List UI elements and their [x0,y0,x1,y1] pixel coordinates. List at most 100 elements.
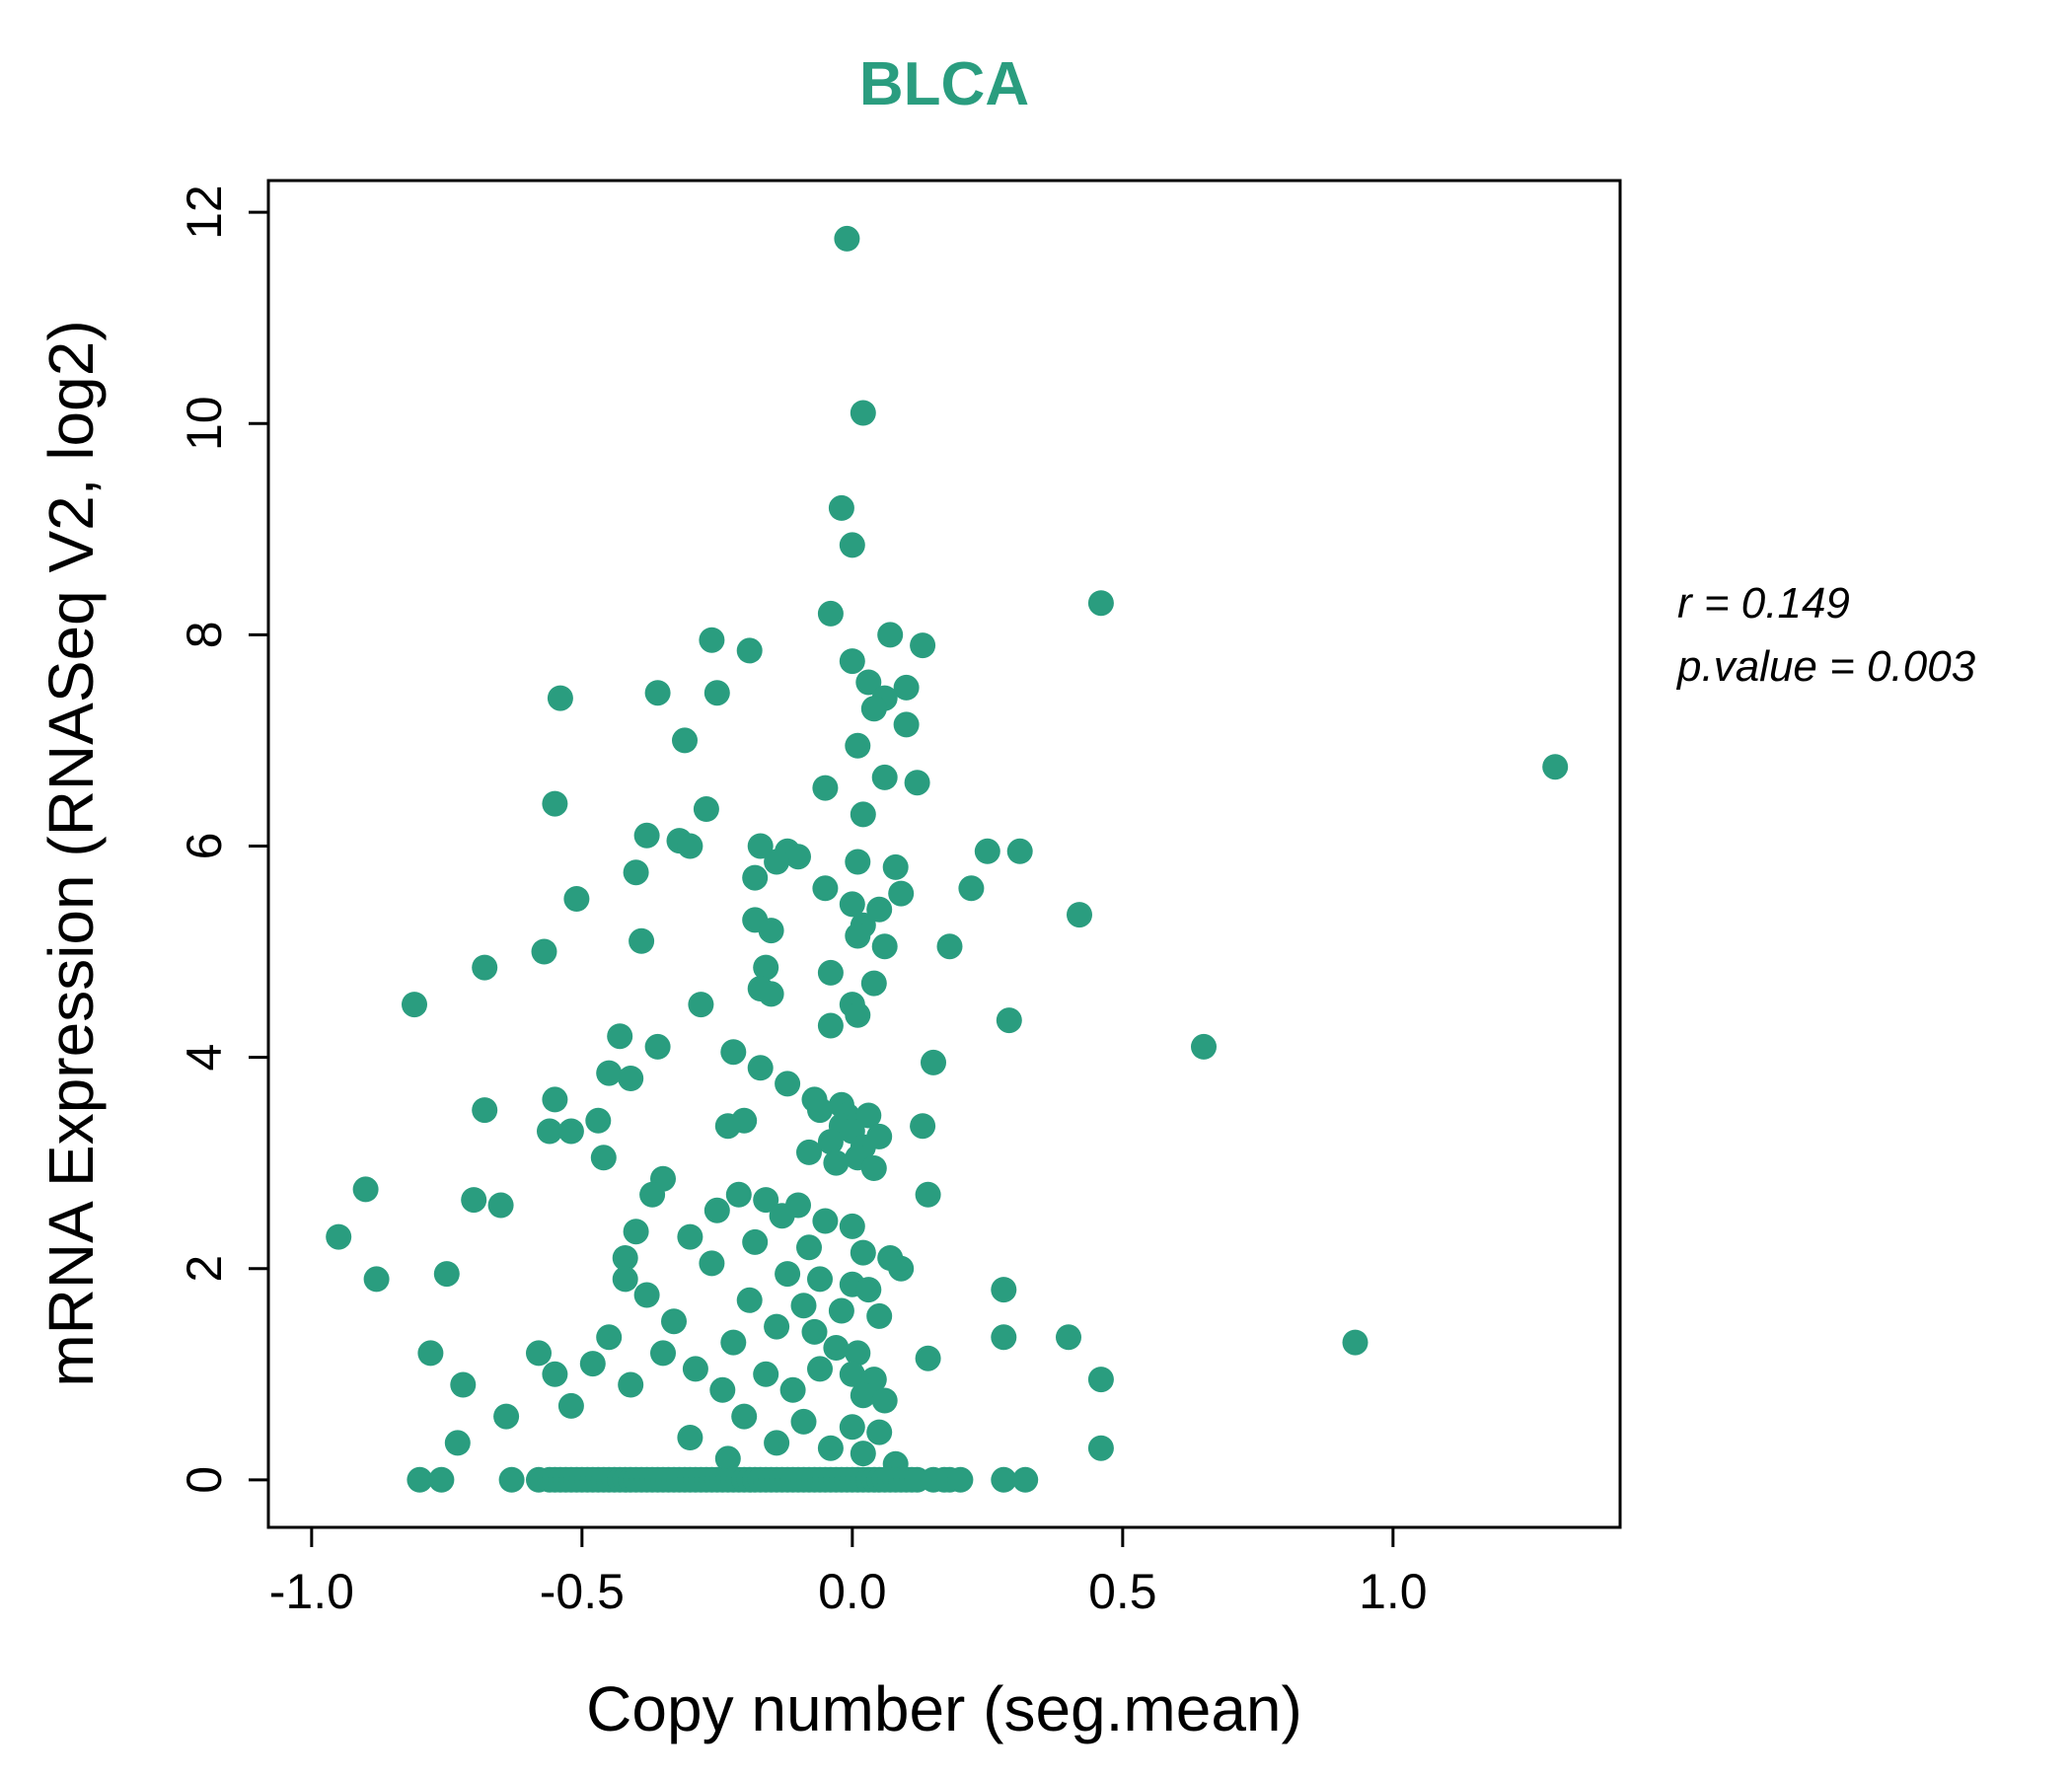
scatter-point [461,1187,487,1214]
scatter-point [596,1324,623,1351]
x-axis-title: Copy number (seg.mean) [586,1673,1302,1744]
scatter-point [850,1239,876,1266]
scatter-point [703,680,730,706]
scatter-point [633,822,660,849]
scatter-point [888,1255,915,1282]
scatter-point [839,891,865,918]
scatter-point [557,1392,584,1419]
scatter-point [650,1340,676,1367]
scatter-point [850,1382,876,1409]
scatter-point [882,853,909,880]
scatter-point [623,1219,649,1245]
scatter-point [557,1118,584,1145]
scatter-point [839,1213,865,1239]
scatter-point [910,632,936,659]
scatter-point [790,1293,817,1319]
scatter-point [682,1356,708,1382]
scatter-point [991,1277,1017,1303]
scatter-point [633,1282,660,1308]
scatter-point [402,992,427,1018]
scatter-point [1012,1466,1039,1493]
scatter-point [921,1049,946,1075]
scatter-point [893,711,920,738]
scatter-point [1342,1329,1369,1356]
scatter-point [433,1261,460,1288]
scatter-point [904,770,930,796]
scatter-point [845,923,871,949]
p-value-text: p.value = 0.003 [1677,641,1976,691]
scatter-point [612,1266,638,1293]
scatter-point [747,833,774,859]
scatter-point [850,1441,876,1467]
scatter-point [618,1066,644,1091]
scatter-point [1067,902,1092,928]
scatter-point [753,954,779,981]
x-tick-label: -0.5 [540,1564,625,1619]
scatter-point [855,1102,882,1129]
scatter-point [855,669,882,696]
scatter-point [839,648,865,675]
scatter-point [817,600,844,627]
scatter-point [801,1318,828,1345]
scatter-point [769,1203,795,1229]
scatter-point [828,1297,854,1324]
scatter-point [542,790,568,817]
scatter-point [812,875,839,902]
scatter-point [612,1245,638,1271]
scatter-point [542,1361,568,1387]
scatter-point [845,849,871,875]
scatter-point [839,1414,865,1441]
y-tick-label: 8 [177,621,232,648]
scatter-point [845,732,871,759]
scatter-point [871,764,898,790]
scatter-point [845,1001,871,1028]
y-tick-label: 0 [177,1466,232,1494]
scatter-point [974,838,1000,864]
scatter-point [731,1403,758,1430]
scatter-point [639,1181,666,1208]
scatter-point [498,1466,525,1493]
scatter-point [796,1139,822,1165]
scatter-point [888,880,915,907]
scatter-point [1087,1435,1114,1461]
scatter-point [714,1445,741,1472]
x-tick-label: 0.0 [818,1564,887,1619]
scatter-point [444,1430,471,1456]
scatter-point [850,801,876,828]
scatter-point [693,796,719,822]
correlation-r-text: r = 0.149 [1677,579,1850,628]
scatter-point [860,1155,887,1181]
scatter-point [775,1071,801,1097]
scatter-point [1006,838,1033,864]
scatter-point [812,1208,839,1234]
scatter-point [736,1287,763,1313]
scatter-point [487,1192,514,1219]
scatter-point [326,1223,352,1250]
scatter-point [866,1302,893,1329]
scatter-point [845,1340,871,1367]
scatter-point [839,1361,865,1387]
scatter-point [703,1197,730,1223]
scatter-point [834,225,860,252]
scatter-point [758,981,784,1007]
scatter-point [855,1277,882,1303]
plot-title: BLCA [858,50,1030,118]
y-tick-label: 10 [177,396,232,451]
scatter-point [991,1324,1017,1351]
scatter-point [753,1361,779,1387]
x-tick-label: 1.0 [1359,1564,1428,1619]
scatter-point [860,970,887,997]
scatter-point [450,1371,477,1398]
scatter-point [736,637,763,664]
scatter-point [764,1430,790,1456]
y-tick-label: 4 [177,1044,232,1072]
scatter-point [747,1055,774,1081]
scatter-point [742,864,769,891]
y-tick-label: 6 [177,833,232,860]
scatter-point [936,933,963,960]
scatter-point [775,1261,801,1288]
scatter-point [807,1097,833,1124]
scatter-point [839,532,865,558]
x-tick-label: 0.5 [1088,1564,1157,1619]
